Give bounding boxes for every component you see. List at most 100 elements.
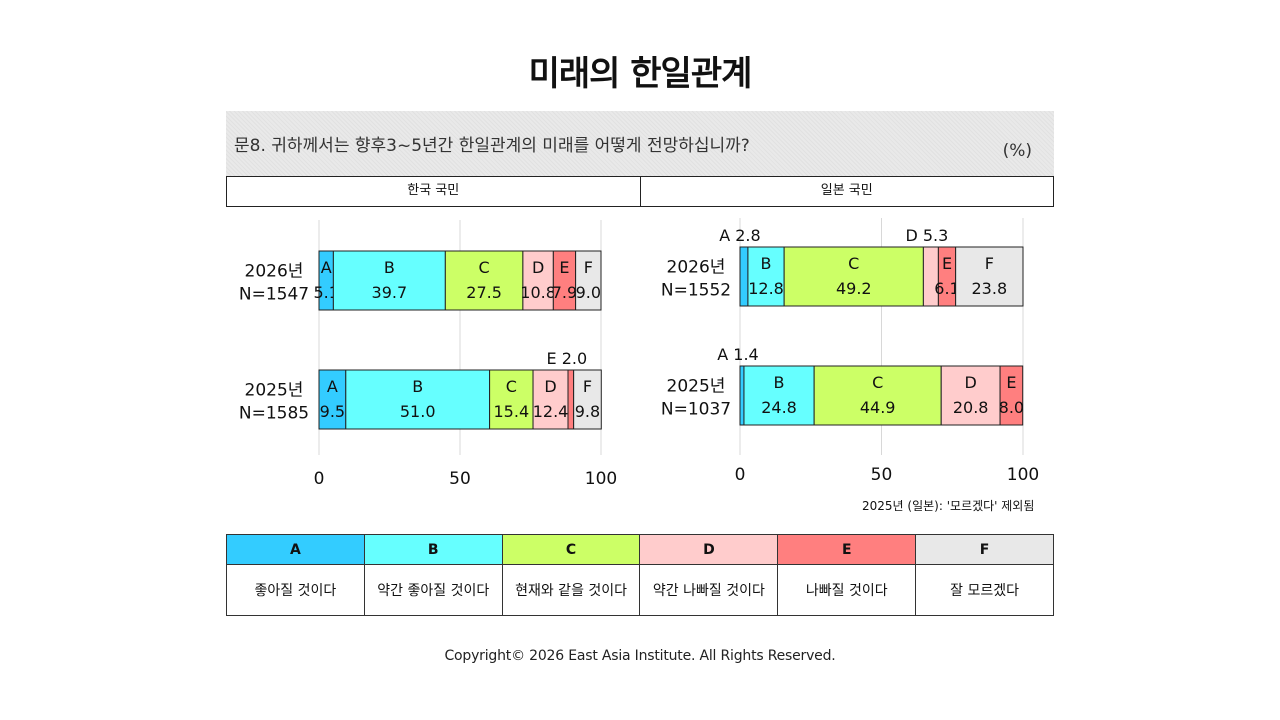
chart-panel-korea: 0 50 100 2026년 N=1547 A 5.1 B 39.7 C 27.5 D 10.8E 7.9… [239, 220, 617, 489]
category-year-label: 2025년 [667, 377, 726, 397]
legend-description-row: 좋아질 것이다 약간 좋아질 것이다 현재와 같을 것이다 약간 나빠질 것이다… [226, 564, 1054, 616]
bar-segment-a [739, 246, 749, 307]
bar-segment-c [444, 250, 524, 311]
segment-value-label: 12.8 [748, 279, 784, 298]
legend-desc-c: 현재와 같을 것이다 [501, 564, 641, 616]
bar-segment-a [739, 365, 745, 426]
category-year-label: 2025년 [245, 381, 304, 401]
segment-label-outside: A 2.8 [719, 226, 760, 245]
segment-series-label: B [774, 373, 785, 392]
segment-label-outside: D 5.3 [905, 226, 948, 245]
segment-value-label: 20.8 [953, 398, 989, 417]
question-text: 문8. 귀하께서는 향후3~5년간 한일관계의 미래를 어떻게 전망하십니까? [234, 136, 750, 156]
legend-code-a: A [226, 534, 365, 565]
segment-series-label: D [532, 258, 544, 277]
segment-series-label: F [583, 377, 592, 396]
legend-desc-e: 나빠질 것이다 [777, 564, 917, 616]
segment-series-label: C [479, 258, 490, 277]
x-tick-label: 100 [1007, 465, 1039, 485]
segment-series-label: D [964, 373, 976, 392]
segment-series-label: C [848, 254, 859, 273]
legend-code-e: E [777, 534, 917, 565]
bar-segment-e [567, 369, 575, 430]
x-tick-label: 100 [585, 469, 617, 489]
bar-segment-d [532, 369, 569, 430]
copyright: Copyright© 2026 East Asia Institute. All… [444, 648, 836, 664]
segment-series-label: C [872, 373, 883, 392]
segment-value-label: 7.9 [552, 283, 577, 302]
legend-code-d: D [639, 534, 779, 565]
segment-series-label: A [327, 377, 338, 396]
x-tick-label: 50 [449, 469, 471, 489]
bar-segment-b [332, 250, 446, 311]
segment-value-label: 9.0 [576, 283, 601, 302]
chart-title: 미래의 한일관계 [528, 54, 753, 94]
legend-desc-d: 약간 나빠질 것이다 [639, 564, 779, 616]
x-tick-label: 0 [314, 469, 325, 489]
bar-segment-b [747, 246, 785, 307]
segment-series-label: E [559, 258, 569, 277]
legend-code-b: B [363, 534, 503, 565]
legend-code-c: C [501, 534, 641, 565]
bar-segment-b [345, 369, 491, 430]
segment-value-label: 39.7 [372, 283, 408, 302]
legend-table: A B C D E F 좋아질 것이다 약간 좋아질 것이다 현재와 같을 것이… [226, 534, 1054, 616]
segment-value-label: 6.1 [934, 279, 959, 298]
segment-value-label: 24.8 [761, 398, 797, 417]
segment-value-label: 9.5 [320, 402, 345, 421]
segment-value-label: 5.1 [313, 283, 338, 302]
segment-series-label: B [761, 254, 772, 273]
legend-desc-b: 약간 좋아질 것이다 [363, 564, 503, 616]
category-year-label: 2026년 [245, 262, 304, 282]
legend-code-f: F [915, 534, 1054, 565]
bar-segment-e [999, 365, 1024, 426]
segment-series-label: E [942, 254, 952, 273]
panel-headers: 한국 국민 일본 국민 [226, 176, 1054, 207]
footnote: 2025년 (일본): '모르겠다' 제외됨 [862, 499, 1035, 513]
segment-value-label: 9.8 [575, 402, 600, 421]
bar-segment-f [573, 369, 602, 430]
segment-series-label: E [1006, 373, 1016, 392]
segment-series-label: F [985, 254, 994, 273]
x-tick-label: 50 [871, 465, 893, 485]
category-n-label: N=1585 [239, 404, 309, 424]
bar-segment-b [743, 365, 815, 426]
segment-value-label: 15.4 [494, 402, 530, 421]
bar-segment-f [575, 250, 602, 311]
unit-label: (%) [1002, 141, 1032, 161]
segment-value-label: 23.8 [972, 279, 1008, 298]
segment-label-outside: E 2.0 [547, 349, 588, 368]
panel-header-japan: 일본 국민 [639, 177, 1054, 206]
question-band: 문8. 귀하께서는 향후3~5년간 한일관계의 미래를 어떻게 전망하십니까? … [226, 111, 1054, 176]
segment-series-label: B [384, 258, 395, 277]
legend-desc-a: 좋아질 것이다 [226, 564, 365, 616]
segment-series-label: B [412, 377, 423, 396]
segment-label-outside: A 1.4 [717, 345, 758, 364]
segment-value-label: 12.4 [533, 402, 569, 421]
segment-value-label: 8.0 [999, 398, 1024, 417]
bar-segment-a [318, 369, 347, 430]
legend-desc-f: 잘 모르겠다 [915, 564, 1054, 616]
bar-segment-d [940, 365, 1001, 426]
category-n-label: N=1037 [661, 400, 731, 420]
segment-series-label: A [321, 258, 332, 277]
legend-code-row: A B C D E F [226, 534, 1054, 565]
bar-segment-c [813, 365, 942, 426]
category-n-label: N=1547 [239, 285, 309, 305]
x-tick-label: 0 [735, 465, 746, 485]
segment-series-label: C [506, 377, 517, 396]
segment-value-label: 51.0 [400, 402, 436, 421]
category-year-label: 2026년 [667, 258, 726, 278]
segment-value-label: 49.2 [836, 279, 872, 298]
segment-value-label: 44.9 [860, 398, 896, 417]
segment-value-label: 10.8 [520, 283, 556, 302]
panel-header-korea: 한국 국민 [407, 183, 460, 198]
segment-series-label: F [584, 258, 593, 277]
bar-segment-d [522, 250, 554, 311]
category-n-label: N=1552 [661, 281, 731, 301]
bar-segment-f [955, 246, 1024, 307]
segment-value-label: 27.5 [466, 283, 502, 302]
segment-series-label: D [544, 377, 556, 396]
